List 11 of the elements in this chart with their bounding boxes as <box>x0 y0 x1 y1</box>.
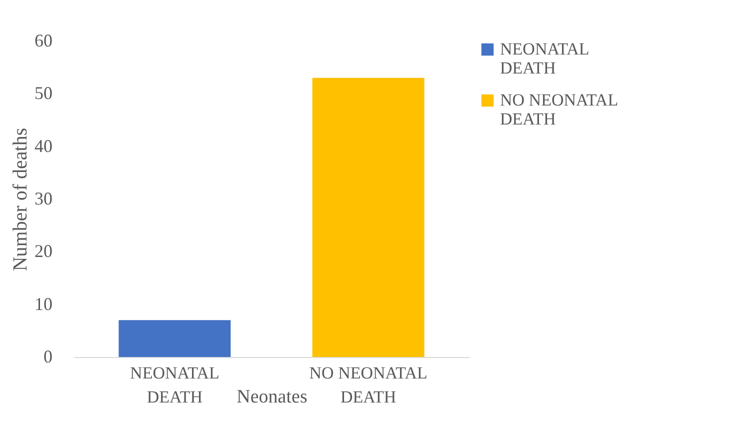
y-tick-label: 20 <box>34 241 52 262</box>
legend-label: NO NEONATAL DEATH <box>500 90 618 128</box>
y-axis-title: Number of deaths <box>10 128 32 272</box>
x-axis-title: Neonates <box>236 386 308 408</box>
y-tick-label: 40 <box>34 136 52 156</box>
y-tick-label: 30 <box>34 188 52 208</box>
y-tick-label: 10 <box>34 294 52 314</box>
legend-label: NEONATAL DEATH <box>500 40 590 78</box>
y-tick-label: 50 <box>34 83 52 104</box>
y-tick-label: 60 <box>34 30 52 50</box>
y-tick-label: 0 <box>44 346 52 366</box>
